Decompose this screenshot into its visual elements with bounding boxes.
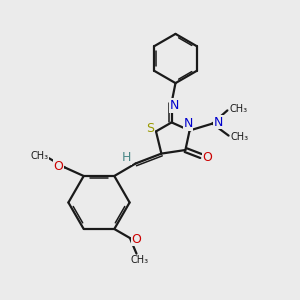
Text: N: N (214, 116, 223, 129)
Text: H: H (122, 151, 131, 164)
Text: S: S (146, 122, 154, 136)
Text: N: N (183, 117, 193, 130)
Text: O: O (203, 151, 212, 164)
Text: CH₃: CH₃ (31, 151, 49, 160)
Text: CH₃: CH₃ (130, 255, 148, 265)
Text: CH₃: CH₃ (230, 104, 248, 114)
Text: CH₃: CH₃ (231, 132, 249, 142)
Text: O: O (132, 233, 141, 246)
Text: O: O (54, 160, 63, 173)
Text: N: N (170, 99, 179, 112)
